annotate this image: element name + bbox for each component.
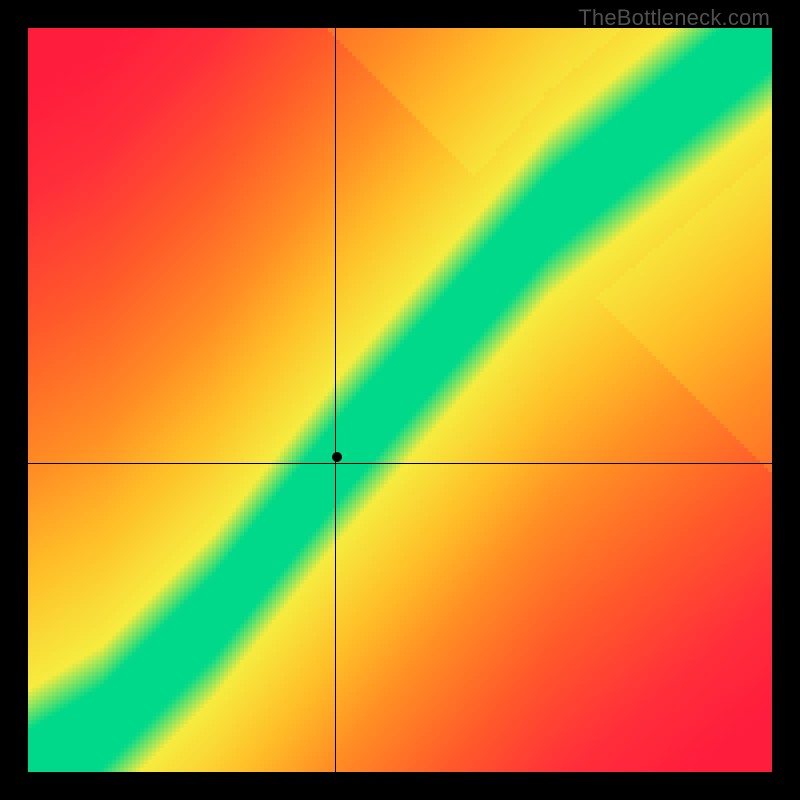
plot-area xyxy=(28,28,772,772)
watermark-text: TheBottleneck.com xyxy=(578,5,770,31)
crosshair-horizontal xyxy=(28,463,772,464)
bottleneck-heatmap xyxy=(28,28,772,772)
crosshair-vertical xyxy=(335,28,336,772)
chart-frame: TheBottleneck.com xyxy=(0,0,800,800)
marker-dot xyxy=(332,452,342,462)
